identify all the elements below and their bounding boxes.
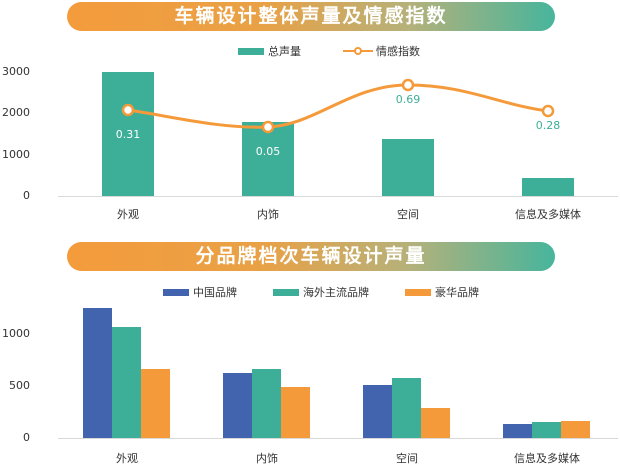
- data-label: 0.05: [255, 145, 281, 158]
- bar: [503, 423, 532, 438]
- bar: [532, 422, 561, 438]
- y-tick: 0: [23, 189, 30, 202]
- bar: [83, 308, 112, 438]
- data-label: 0.69: [395, 93, 421, 106]
- legend-china: 中国品牌: [193, 286, 237, 299]
- legend-luxury: 豪华品牌: [435, 286, 479, 299]
- y-tick: 1000: [2, 327, 30, 340]
- bar: [252, 368, 281, 438]
- y-tick: 2000: [2, 106, 30, 120]
- x-tick: 内饰: [257, 208, 279, 221]
- data-label: 0.31: [115, 128, 141, 141]
- chart1-legend: 总声量 情感指数: [238, 43, 420, 59]
- y-tick: 0: [23, 431, 30, 444]
- x-tick: 内饰: [256, 452, 278, 465]
- y-tick: 1000: [2, 147, 30, 161]
- x-tick: 外观: [117, 208, 139, 221]
- x-axis-line: [58, 438, 618, 439]
- swatch-overseas-icon: [273, 288, 299, 296]
- x-tick: 空间: [396, 452, 418, 465]
- y-tick: 3000: [2, 65, 30, 78]
- bar: [242, 122, 294, 196]
- bar: [561, 421, 590, 438]
- data-label: 0.28: [535, 119, 561, 132]
- swatch-luxury-icon: [405, 288, 431, 296]
- bar: [141, 369, 170, 438]
- bar-swatch-icon: [238, 47, 264, 55]
- legend-sentiment: 情感指数: [376, 45, 420, 58]
- legend-total-volume: 总声量: [268, 45, 301, 58]
- legend-overseas: 海外主流品牌: [303, 286, 369, 299]
- x-tick: 外观: [116, 452, 138, 465]
- line-marker-icon: [343, 47, 373, 55]
- chart1-title: 车辆设计整体声量及情感指数: [67, 2, 555, 31]
- x-axis-line: [58, 196, 618, 197]
- sentiment-line: [121, 78, 555, 134]
- x-tick: 信息及多媒体: [515, 208, 581, 221]
- bar: [363, 384, 392, 438]
- bar: [421, 407, 450, 438]
- x-tick: 信息及多媒体: [514, 452, 580, 465]
- swatch-china-icon: [163, 288, 189, 296]
- bar: [522, 177, 574, 196]
- bar: [112, 326, 141, 438]
- y-tick: 500: [9, 379, 30, 392]
- chart2-legend: 中国品牌 海外主流品牌 豪华品牌: [163, 284, 479, 300]
- bar: [281, 387, 310, 438]
- x-tick: 空间: [397, 208, 419, 221]
- chart2-title: 分品牌档次车辆设计声量: [67, 242, 555, 271]
- bar: [223, 373, 252, 438]
- bar: [382, 138, 434, 196]
- bar: [392, 377, 421, 438]
- bar: [102, 72, 154, 196]
